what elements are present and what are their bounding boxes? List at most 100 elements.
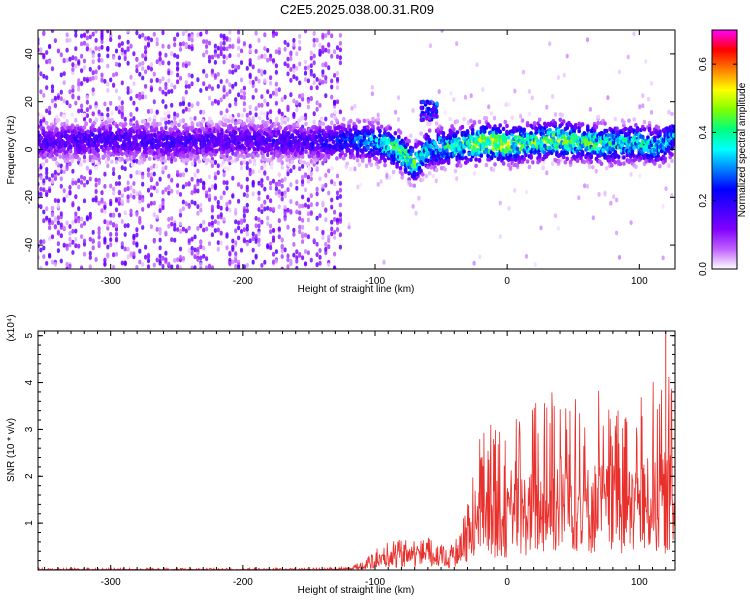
spectrogram-cell (234, 81, 238, 87)
spectrogram-cell (434, 121, 439, 126)
spectrogram-cell (88, 157, 92, 163)
spectrogram-cell (333, 99, 337, 105)
spectrogram-cell (286, 257, 290, 263)
spectrogram-cell (335, 217, 340, 223)
spectrogram-cell (94, 104, 98, 110)
spectrogram-cell (520, 118, 525, 123)
spectrogram-cell (376, 151, 381, 156)
spectrogram-cell (149, 185, 153, 190)
spectrogram-cell (55, 138, 59, 144)
spectrogram-cell (260, 183, 264, 188)
spectrogram-cell (252, 147, 257, 152)
spectrogram-cell (68, 103, 72, 109)
spectrogram-cell (194, 140, 198, 146)
spectrogram-cell (117, 62, 121, 68)
spectrogram-cell (391, 169, 396, 175)
spectrogram-cell (97, 234, 101, 240)
spectrogram-cell (219, 240, 223, 246)
spectrogram-cell (300, 154, 305, 159)
spectrogram-cell (129, 74, 133, 80)
spectrogram-cell (42, 73, 46, 79)
spectrogram-cell (214, 149, 219, 154)
spectrogram-cell (513, 135, 518, 140)
spectrogram-cell (248, 48, 252, 54)
spectrogram-cell (163, 116, 167, 122)
spectrogram-cell (117, 212, 121, 218)
spectrogram-cell (292, 242, 296, 247)
spectrogram-cell (342, 123, 346, 128)
spectrogram-cell (82, 40, 87, 46)
spectrogram-cell (277, 226, 281, 232)
spectrogram-cell (261, 136, 265, 141)
spectrogram-cell (396, 95, 401, 100)
spectrogram-cell (60, 122, 64, 127)
spectrogram-cell (298, 93, 302, 99)
spectrogram-cell (551, 94, 555, 99)
spectrogram-cell (196, 188, 200, 194)
spectrogram-cell (112, 222, 116, 228)
spectrogram-cell (266, 48, 270, 53)
spectrogram-cell (330, 231, 334, 237)
spectrogram-cell (315, 262, 319, 268)
spectrogram-cell (347, 148, 351, 153)
spectrogram-cell (301, 179, 305, 184)
spectrogram-cell (164, 250, 168, 256)
spectrogram-cell (201, 126, 205, 131)
spectrogram-cell (193, 172, 197, 178)
spectrogram-cell (321, 79, 325, 85)
spectrogram-cell (149, 172, 153, 178)
spectrogram-cell (109, 77, 113, 83)
spectrogram-cell (67, 140, 71, 145)
spectrogram-cell (403, 167, 408, 172)
spectrogram-cell (271, 33, 276, 38)
spectrogram-cell (193, 265, 197, 269)
spectrogram-cell (222, 216, 226, 222)
spectrogram-cell (123, 137, 128, 142)
spectrogram-cell (114, 251, 119, 257)
spectrogram-cell (144, 146, 148, 152)
spectrogram-cell (228, 37, 232, 42)
spectrogram-cell (45, 170, 49, 176)
spectrogram-cell (138, 170, 142, 176)
spectrogram-cell (527, 89, 532, 94)
spectrogram-cell (161, 189, 165, 195)
spectrogram-cell (670, 193, 674, 198)
spectrogram-cell (135, 191, 139, 197)
spectrogram-cell (259, 111, 264, 116)
spectrogram-cell (638, 104, 642, 110)
spectrogram-cell (103, 219, 107, 225)
spectrogram-cell (138, 95, 142, 101)
spectrogram-cell (44, 158, 49, 164)
spectrogram-cell (553, 112, 558, 117)
spectrogram-cell (350, 148, 355, 154)
spectrogram-cell (142, 119, 147, 124)
spectrogram-cell (213, 171, 217, 177)
spectrogram-cell (149, 87, 153, 93)
spectrogram-cell (85, 165, 89, 171)
spectrogram-cell (100, 39, 104, 45)
spectrogram-cell (283, 216, 287, 222)
spectrogram-cell (170, 127, 174, 132)
spectrogram-cell (216, 246, 220, 252)
spectrogram-cell (152, 238, 156, 244)
spectrogram-cell (208, 127, 212, 133)
spectrogram-cell (202, 184, 206, 190)
spectrogram-cell (245, 263, 249, 268)
spectrogram-cell (196, 181, 200, 187)
spectrogram-cell (56, 117, 61, 123)
spectrogram-cell (315, 165, 319, 171)
spectrogram-cell (506, 140, 511, 146)
spectrogram-cell (240, 113, 245, 118)
spectrogram-cell (85, 30, 89, 34)
spectrogram-cell (114, 88, 119, 94)
spectrogram-cell (269, 185, 273, 191)
spectrogram-cell (219, 212, 223, 218)
spectrogram-cell (312, 73, 316, 79)
spectrogram-cell (53, 198, 58, 203)
spectrogram-cell (129, 173, 133, 179)
spectrogram-cell (370, 91, 374, 97)
spectrogram-cell (335, 131, 339, 136)
spectrogram-cell (304, 149, 308, 154)
spectrogram-cell (190, 236, 194, 242)
spectrogram-cell (383, 136, 387, 142)
